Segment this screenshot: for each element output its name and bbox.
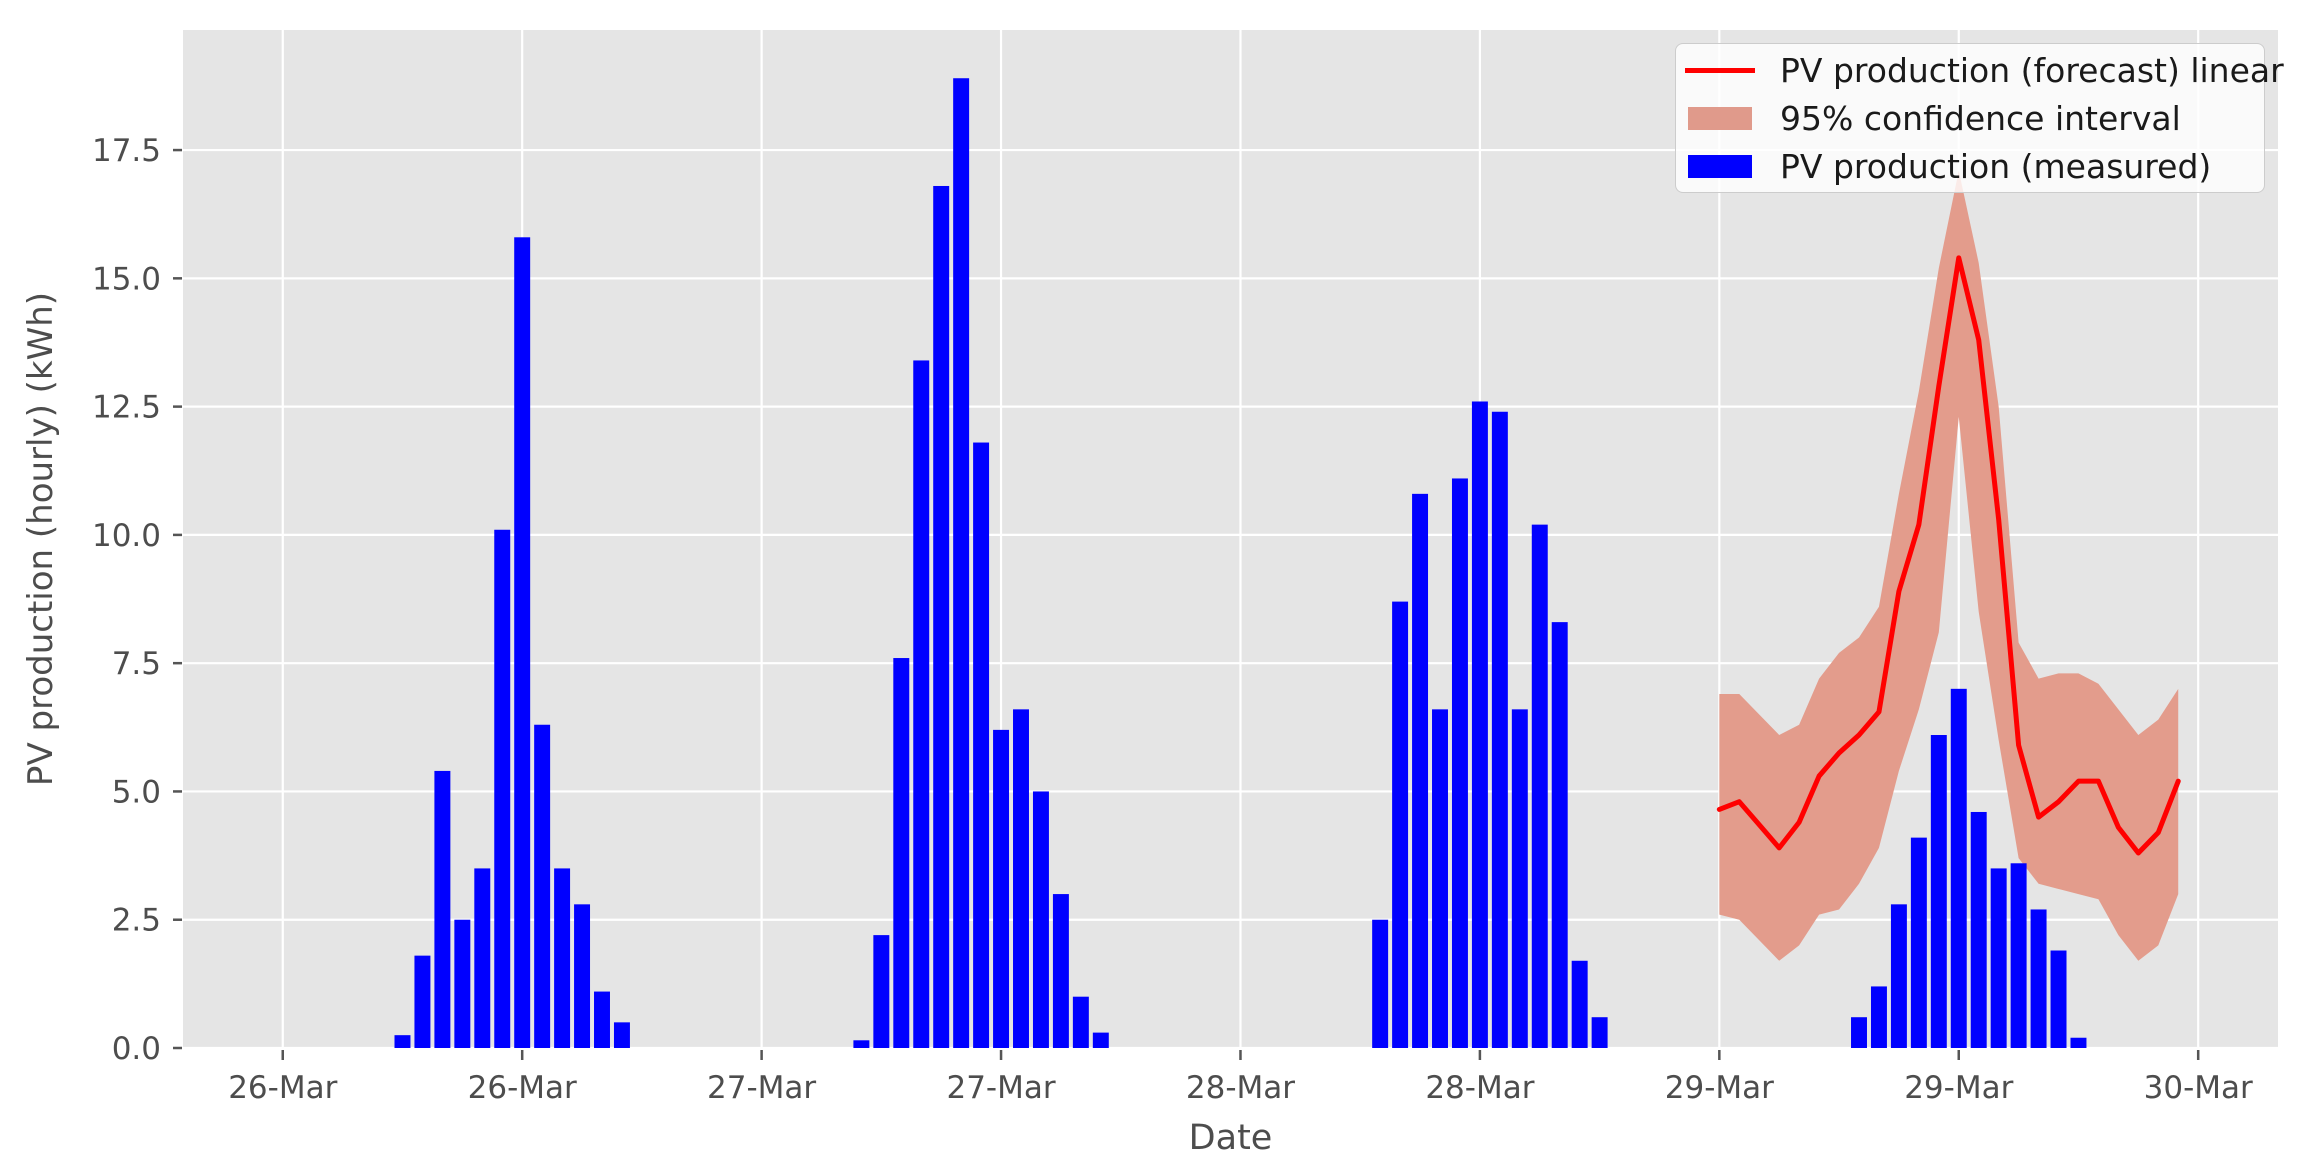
y-tick-label: 12.5 (92, 390, 161, 426)
confidence-band (1719, 170, 2179, 961)
measured-bar (2050, 950, 2067, 1048)
measured-bar (1491, 411, 1508, 1048)
measured-bar (1950, 688, 1967, 1048)
x-tick-label: 27-Mar (946, 1070, 1055, 1106)
measured-bar (514, 237, 531, 1048)
confidence-band-swatch (1688, 106, 1752, 130)
measured-bar (1571, 960, 1588, 1048)
forecast-line-swatch (1685, 67, 1755, 73)
measured-bar (594, 991, 610, 1048)
x-tick-label: 27-Mar (707, 1070, 816, 1106)
legend-item-confidence: 95% confidence interval (1684, 96, 2264, 140)
measured-bar (414, 955, 431, 1048)
x-tick-label: 30-Mar (2144, 1070, 2253, 1106)
measured-bar (1870, 986, 1887, 1048)
x-tick-label: 29-Mar (1904, 1070, 2013, 1106)
legend: PV production (forecast) linear 95% conf… (1675, 43, 2284, 193)
y-tick-label: 17.5 (92, 133, 161, 169)
y-tick-label: 0.0 (112, 1031, 161, 1067)
measured-bar (893, 658, 910, 1048)
confidence-swatch-box (1684, 106, 1756, 130)
y-tick-label: 10.0 (92, 518, 161, 554)
measured-bar (394, 1035, 411, 1048)
measured-bar (1970, 811, 1987, 1048)
measured-bar (973, 442, 990, 1049)
legend-label-forecast: PV production (forecast) linear (1780, 50, 2284, 90)
measured-bar (953, 78, 970, 1048)
measured-bar (1531, 524, 1548, 1048)
x-tick-label: 28-Mar (1186, 1070, 1295, 1106)
measured-bar (2070, 1037, 2087, 1048)
measured-bar (1032, 791, 1049, 1048)
measured-swatch-box (1684, 154, 1756, 178)
measured-bar (913, 360, 930, 1048)
measured-bar (1013, 709, 1029, 1048)
measured-bar (2030, 909, 2047, 1048)
y-tick-label: 2.5 (112, 903, 161, 939)
measured-bar (1092, 1032, 1109, 1048)
measured-bar (474, 868, 491, 1048)
measured-bar (853, 1040, 870, 1048)
measured-bar (1072, 996, 1089, 1048)
x-tick-label: 28-Mar (1425, 1070, 1534, 1106)
measured-bar (873, 935, 890, 1048)
measured-bar (1412, 493, 1429, 1048)
measured-bar (1511, 709, 1528, 1048)
measured-bar (933, 185, 950, 1048)
legend-label-confidence: 95% confidence interval (1780, 98, 2181, 138)
measured-bar (1910, 837, 1927, 1048)
measured-bar (1432, 709, 1448, 1048)
measured-bar (534, 724, 551, 1048)
x-tick-label: 29-Mar (1665, 1070, 1774, 1106)
measured-bar (1471, 401, 1488, 1048)
measured-bar (1930, 735, 1947, 1048)
measured-bar (554, 868, 571, 1048)
y-tick-label: 15.0 (92, 261, 161, 297)
measured-bar (574, 904, 591, 1048)
measured-bar (1890, 904, 1907, 1048)
legend-item-measured: PV production (measured) (1684, 144, 2264, 188)
x-tick-label: 26-Mar (228, 1070, 337, 1106)
forecast-swatch-box (1684, 67, 1756, 73)
measured-bar (2010, 863, 2027, 1048)
measured-bar (434, 770, 451, 1048)
measured-bar-swatch (1688, 154, 1752, 178)
measured-bar (1052, 894, 1069, 1048)
measured-bar (993, 729, 1010, 1048)
x-tick-label: 26-Mar (468, 1070, 577, 1106)
measured-bar (1990, 868, 2007, 1048)
legend-item-forecast: PV production (forecast) linear (1684, 48, 2284, 92)
forecast-line (1716, 255, 2181, 856)
measured-bar (1591, 1017, 1608, 1048)
measured-bar (1851, 1017, 1867, 1048)
measured-bar (1372, 919, 1389, 1048)
measured-bar (1451, 478, 1468, 1049)
measured-bar (1392, 601, 1409, 1048)
measured-bar (613, 1022, 630, 1048)
y-tick-label: 5.0 (112, 774, 161, 810)
measured-bar (454, 919, 471, 1048)
y-tick-label: 7.5 (112, 646, 161, 682)
measured-bar (494, 529, 511, 1048)
legend-label-measured: PV production (measured) (1780, 146, 2212, 186)
measured-bar (1551, 622, 1568, 1048)
